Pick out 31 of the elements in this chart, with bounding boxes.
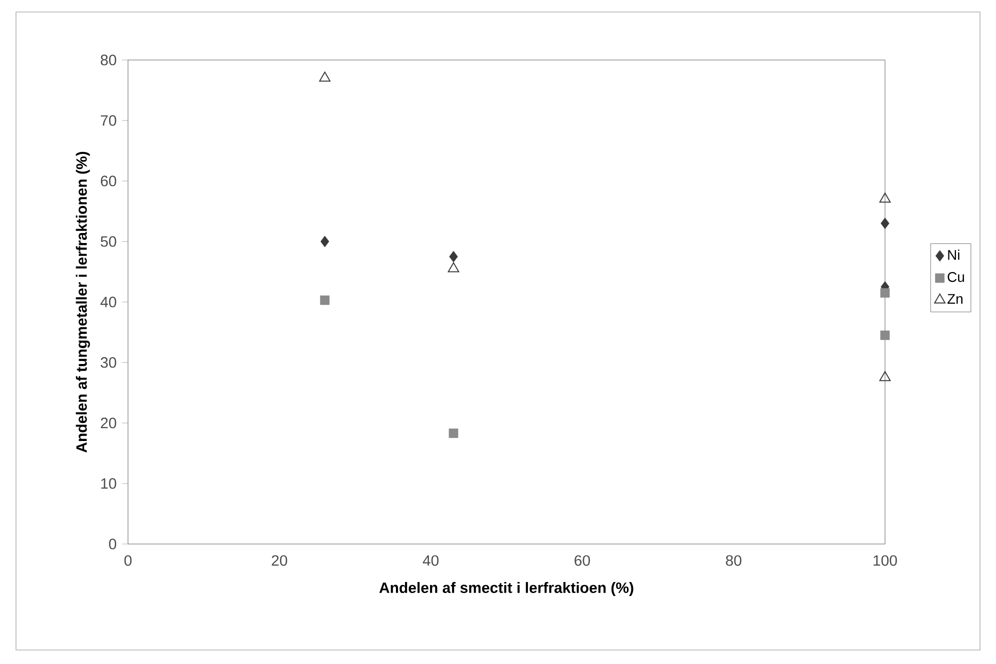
point [319, 72, 331, 82]
point [880, 288, 890, 298]
y-tick-label: 30 [100, 357, 116, 368]
x-tick-label: 20 [272, 555, 288, 566]
y-tick-label: 10 [101, 478, 116, 489]
y-tick-label: 0 [109, 538, 116, 550]
y-axis-title: Andelen af tungmetaller i lerfraktionen (%) [76, 152, 90, 452]
y-tick-label: 20 [100, 418, 116, 428]
point [879, 371, 891, 382]
point [448, 428, 458, 438]
x-tick-label: 60 [574, 555, 590, 566]
point [448, 262, 460, 272]
y-tick-label: 80 [100, 54, 116, 66]
point [320, 295, 330, 305]
y-tick-label: 40 [100, 296, 116, 308]
x-tick-label: 40 [422, 555, 439, 566]
legend-label: Zn [947, 294, 962, 304]
point [879, 192, 891, 203]
point [880, 218, 890, 230]
x-tick-label: 0 [124, 555, 132, 566]
legend-label: Ni [948, 250, 960, 260]
x-tick-label: 100 [874, 555, 897, 566]
point [880, 330, 890, 340]
x-axis-title: Andelen af smectit i lerfraktioen (%) [379, 582, 634, 596]
x-tick-label: 80 [726, 555, 742, 566]
legend-label: Cu [948, 272, 964, 282]
point [320, 236, 330, 248]
y-tick-label: 60 [100, 176, 116, 186]
y-tick-label: 70 [100, 115, 116, 126]
y-tick-label: 50 [100, 236, 116, 247]
point [449, 250, 458, 262]
